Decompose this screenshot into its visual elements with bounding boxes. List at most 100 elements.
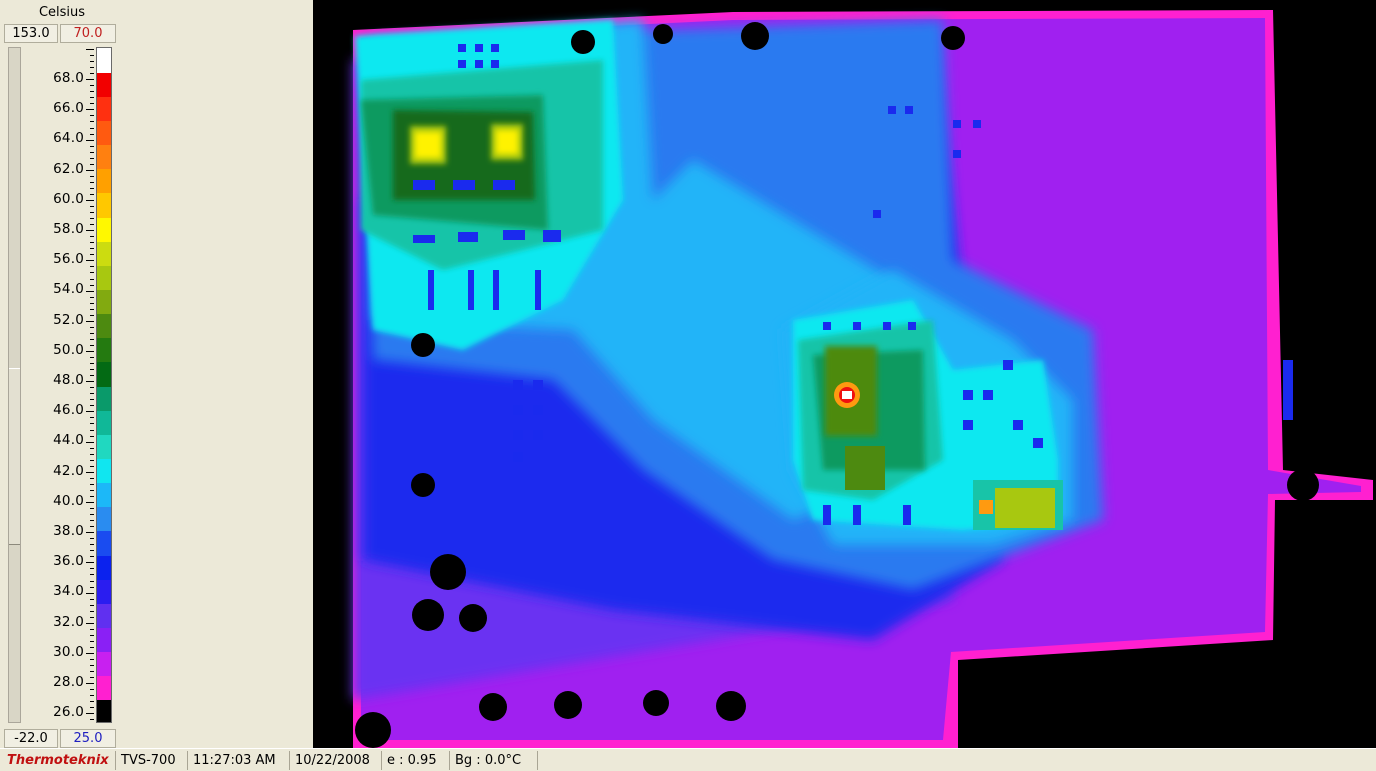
tick-mark <box>90 369 94 370</box>
range-max-field[interactable]: 153.0 <box>4 24 58 43</box>
emissivity-readout: e : 0.95 <box>382 751 450 770</box>
camera-model: TVS-700 <box>116 751 188 770</box>
palette-swatch <box>97 458 111 484</box>
tick-mark <box>90 315 94 316</box>
scale-min-field[interactable]: 25.0 <box>60 729 116 748</box>
tick-mark <box>90 568 94 569</box>
palette-swatch <box>97 603 111 629</box>
tick-mark <box>90 333 94 334</box>
palette-swatch <box>97 530 111 556</box>
tick-mark <box>86 230 94 231</box>
tick-mark <box>90 490 94 491</box>
palette-swatch <box>97 699 111 722</box>
tick-mark <box>90 496 94 497</box>
thermal-image <box>313 0 1376 748</box>
mount-hole <box>643 690 669 716</box>
tick-mark <box>90 635 94 636</box>
palette-swatch <box>97 96 111 122</box>
tick-mark <box>90 128 94 129</box>
tick-mark <box>90 677 94 678</box>
tick-mark <box>90 158 94 159</box>
tick-mark <box>90 689 94 690</box>
tick-mark <box>90 430 94 431</box>
tick-mark <box>90 454 94 455</box>
tick-mark <box>90 327 94 328</box>
tick-mark <box>90 514 94 515</box>
palette-swatch <box>97 217 111 242</box>
mount-hole <box>430 554 466 590</box>
tick-mark <box>90 212 94 213</box>
tick-mark <box>90 574 94 575</box>
hotspot-top-left-2-core <box>496 130 518 154</box>
scale-max-field[interactable]: 70.0 <box>60 24 116 43</box>
thermal-image-view[interactable] <box>313 0 1376 748</box>
tick-mark <box>90 248 94 249</box>
tick-mark <box>86 713 94 714</box>
tick-label: 50.0 <box>53 341 84 358</box>
tick-label: 26.0 <box>53 704 84 721</box>
tick-label: 46.0 <box>53 402 84 419</box>
component-u2 <box>845 446 885 490</box>
palette-swatch <box>97 434 111 460</box>
mount-hole <box>716 691 746 721</box>
tick-mark <box>90 587 94 588</box>
tick-mark <box>90 224 94 225</box>
tick-mark <box>90 73 94 74</box>
tick-mark <box>90 218 94 219</box>
temperature-ruler: 68.0 66.0 64.0 62.0 60.0 58.0 56.0 54.0 52.0 50.0… <box>24 47 94 723</box>
tick-mark <box>90 206 94 207</box>
tick-mark <box>90 719 94 720</box>
tick-label: 64.0 <box>53 130 84 147</box>
palette-swatch <box>97 144 111 170</box>
tick-mark <box>90 641 94 642</box>
tick-mark <box>90 85 94 86</box>
tick-mark <box>90 484 94 485</box>
tick-mark <box>90 581 94 582</box>
scale-scrollbar[interactable] <box>8 47 21 723</box>
tick-mark <box>90 297 94 298</box>
tick-mark <box>90 61 94 62</box>
mount-hole <box>479 693 507 721</box>
palette-swatch <box>97 627 111 653</box>
scale-scrollbar-thumb[interactable] <box>9 368 20 545</box>
palette-swatch <box>97 313 111 339</box>
tick-mark <box>90 538 94 539</box>
tick-mark <box>90 405 94 406</box>
hotspot-top-left-1-core <box>415 132 441 158</box>
mount-hole <box>411 333 435 357</box>
palette-swatch <box>97 168 111 194</box>
tick-mark <box>90 466 94 467</box>
tick-mark <box>90 188 94 189</box>
tick-mark <box>90 617 94 618</box>
palette-swatch <box>97 579 111 604</box>
tick-mark <box>90 121 94 122</box>
tick-mark <box>90 423 94 424</box>
tick-mark <box>90 659 94 660</box>
palette-swatch <box>97 482 111 508</box>
tick-mark <box>90 339 94 340</box>
range-min-field[interactable]: -22.0 <box>4 729 58 748</box>
palette-swatch <box>97 72 111 97</box>
tick-mark <box>90 67 94 68</box>
palette-swatch <box>97 410 111 435</box>
palette-swatch <box>97 265 111 291</box>
tick-mark <box>86 170 94 171</box>
tick-label: 48.0 <box>53 372 84 388</box>
tick-label: 32.0 <box>53 613 84 630</box>
mount-hole <box>1287 469 1319 501</box>
temperature-scale-panel: Celsius 153.0 70.0 68.0 66.0 64.0 62.0 60.0 5… <box>0 0 313 748</box>
tick-mark <box>90 146 94 147</box>
mount-hole <box>459 604 487 632</box>
tick-label: 36.0 <box>53 553 84 570</box>
tick-label: 60.0 <box>53 190 84 207</box>
tick-mark <box>90 399 94 400</box>
tick-mark <box>90 526 94 527</box>
tick-mark <box>90 701 94 702</box>
tick-mark <box>86 653 94 654</box>
palette-swatch <box>97 48 111 73</box>
tick-mark <box>86 683 94 684</box>
tick-mark <box>90 357 94 358</box>
hotspot-small <box>979 500 993 514</box>
tick-mark <box>86 442 94 443</box>
tick-mark <box>90 345 94 346</box>
